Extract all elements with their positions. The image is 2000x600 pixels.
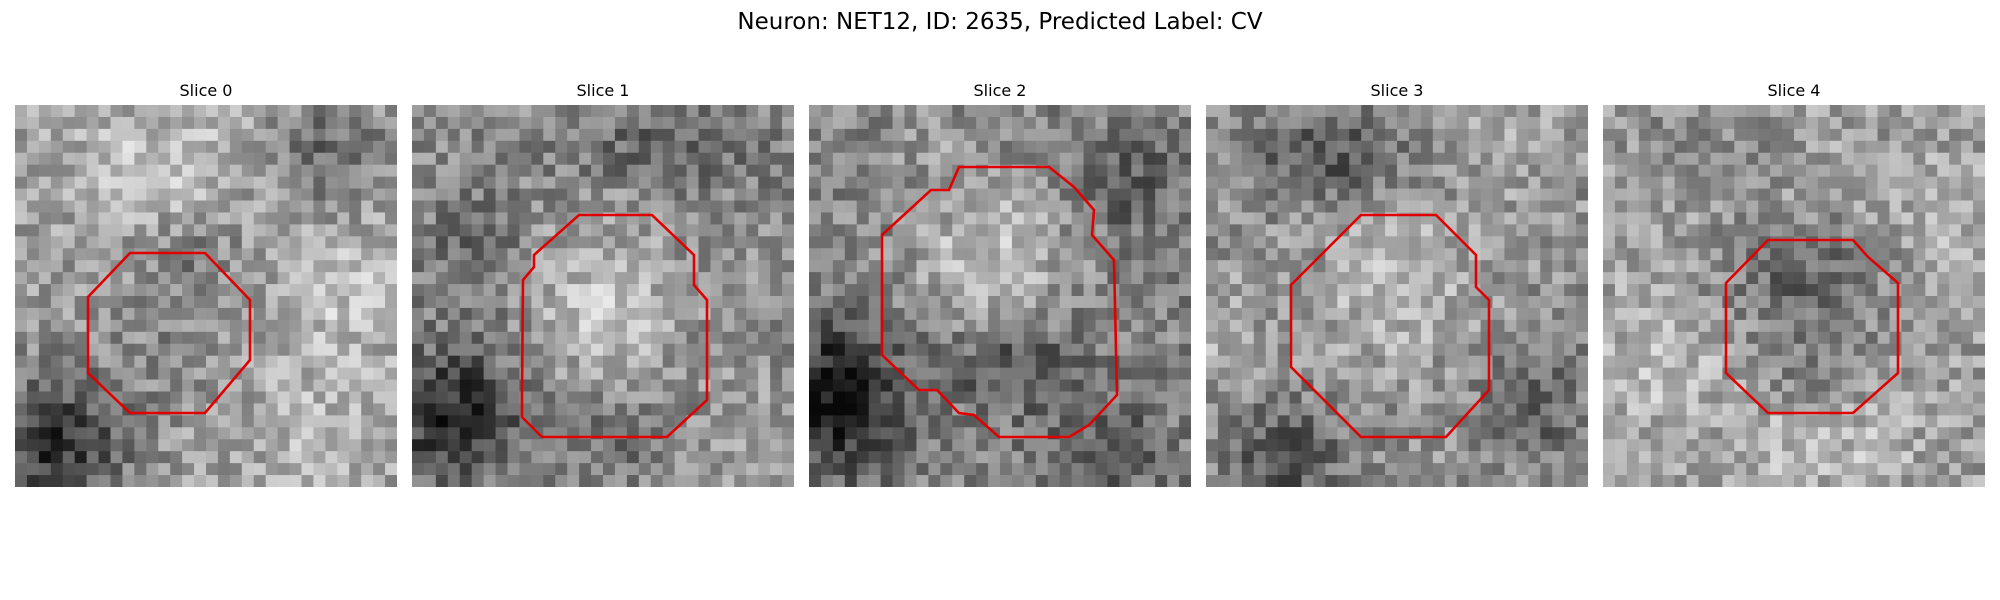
slice-title: Slice 0 — [179, 81, 233, 100]
roi-outline — [520, 213, 709, 439]
slice-image — [1206, 105, 1588, 487]
pixel-grid — [809, 105, 1191, 487]
roi-outline — [86, 251, 252, 415]
figure-title: Neuron: NET12, ID: 2635, Predicted Label… — [737, 9, 1263, 35]
roi-outline — [1724, 238, 1900, 415]
pixel-grid — [15, 105, 397, 487]
pixel-grid — [412, 105, 794, 487]
slice-title: Slice 1 — [576, 81, 630, 100]
slice-image — [15, 105, 397, 487]
slice-title: Slice 2 — [973, 81, 1027, 100]
slice-title: Slice 3 — [1370, 81, 1424, 100]
roi-outline — [880, 165, 1119, 439]
slice-image — [809, 105, 1191, 487]
roi-outline — [1289, 213, 1491, 439]
slice-image — [1603, 105, 1985, 487]
pixel-grid — [1206, 105, 1588, 487]
slice-image — [412, 105, 794, 487]
slice-title: Slice 4 — [1767, 81, 1821, 100]
pixel-grid — [1603, 105, 1985, 487]
